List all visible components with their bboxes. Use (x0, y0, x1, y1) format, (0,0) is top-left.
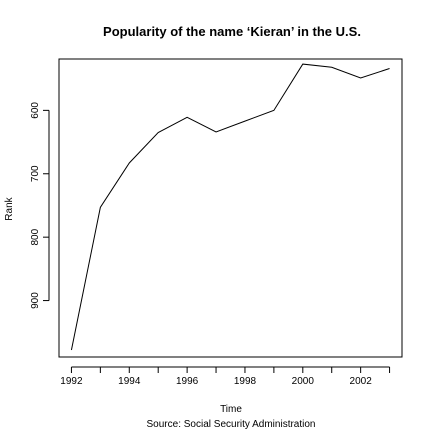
x-tick-label: 2002 (350, 376, 373, 387)
x-tick-label: 1994 (118, 376, 141, 387)
series-line (70, 63, 390, 351)
y-axis-label: Rank (4, 196, 15, 220)
y-tick-label: 600 (30, 102, 41, 119)
chart-title: Popularity of the name ‘Kieran’ in the U… (103, 24, 361, 39)
x-axis-label: Time (220, 404, 242, 415)
x-axis: 1992 1994 1996 1998 2000 2002 (60, 366, 391, 387)
x-tick-label: 2000 (292, 376, 315, 387)
y-tick-label: 900 (30, 292, 41, 309)
x-tick-label: 1996 (176, 376, 199, 387)
y-tick-label: 800 (30, 228, 41, 245)
y-axis: 600 700 800 900 (30, 102, 50, 309)
y-tick-label: 700 (30, 165, 41, 182)
x-tick-label: 1992 (60, 376, 83, 387)
plot-frame (58, 58, 403, 358)
x-tick-label: 1998 (234, 376, 257, 387)
source-caption: Source: Social Security Administration (147, 419, 316, 430)
